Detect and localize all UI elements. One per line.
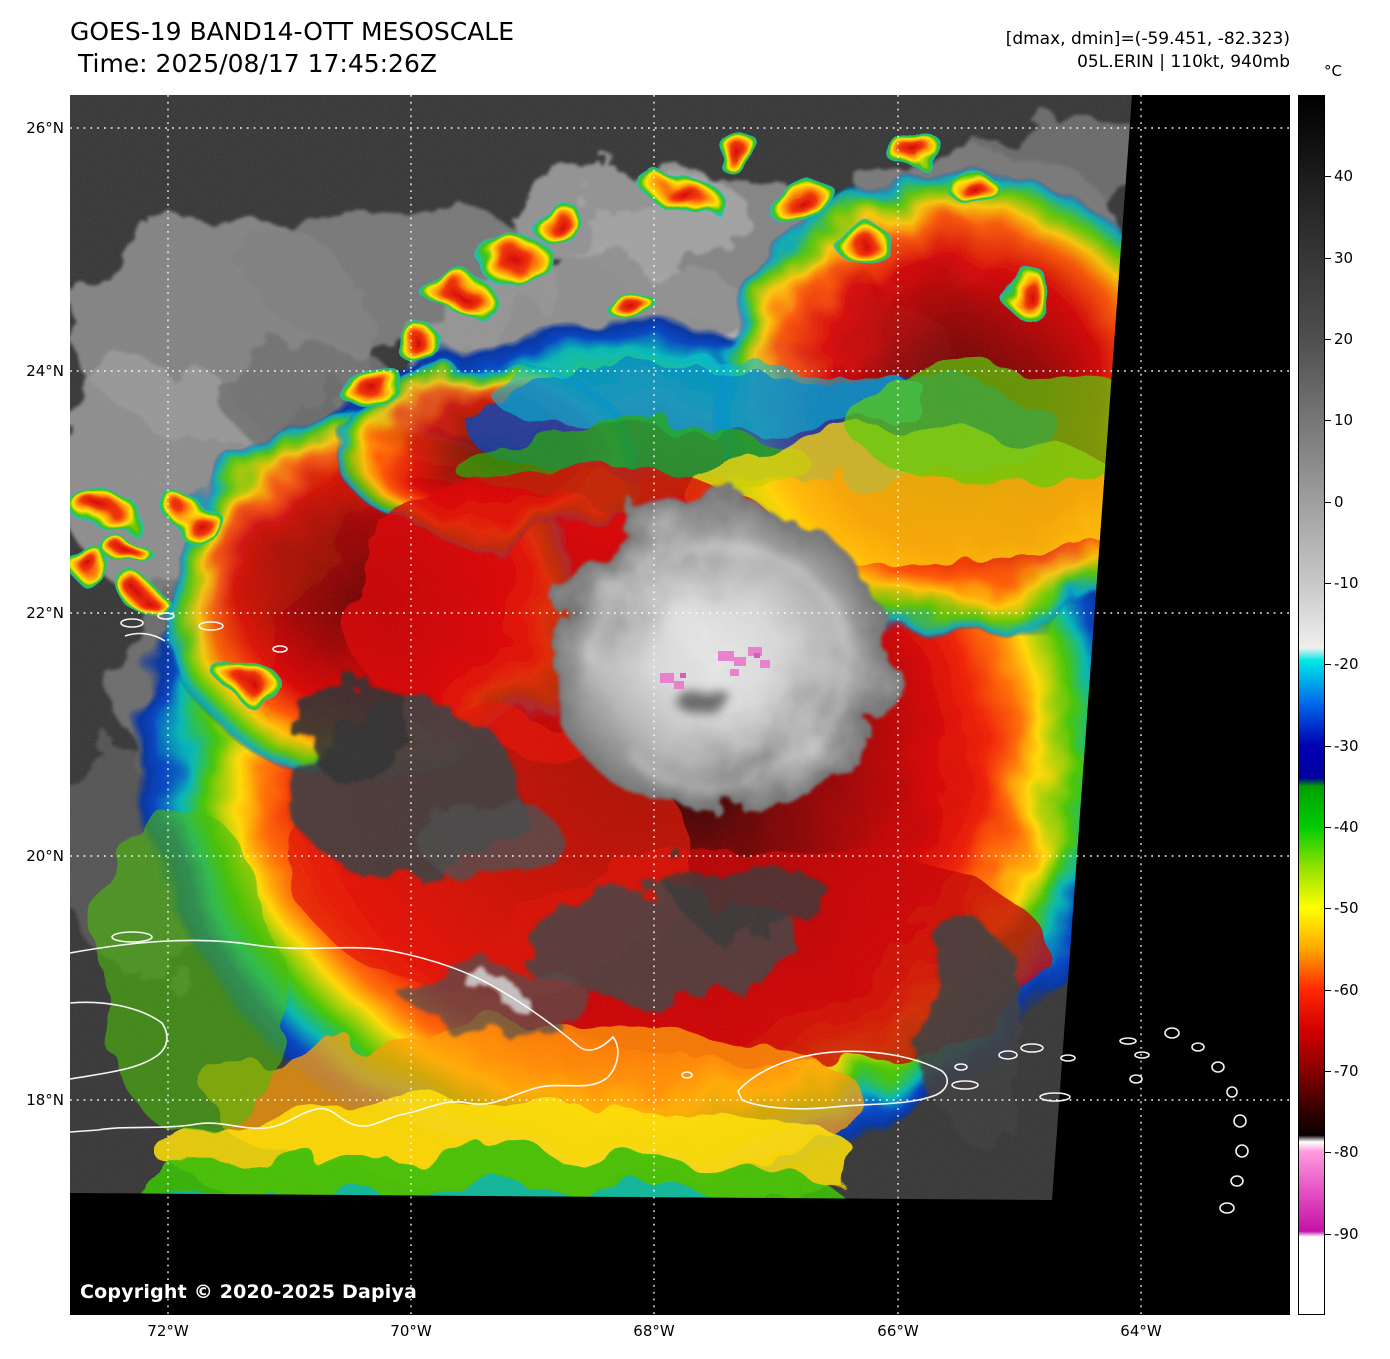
lat-label: 24°N bbox=[26, 362, 64, 380]
colorbar-tickmark bbox=[1325, 339, 1331, 340]
colorbar-tickmark bbox=[1325, 257, 1331, 259]
colorbar-tickmark bbox=[1325, 501, 1331, 503]
coastlines bbox=[70, 612, 1249, 1214]
colorbar-tick-label: 40 bbox=[1334, 167, 1354, 186]
lon-label: 68°W bbox=[633, 1322, 675, 1340]
colorbar-tickmark bbox=[1325, 1152, 1331, 1154]
lat-label: 20°N bbox=[26, 847, 64, 865]
colorbar-tick-label: -30 bbox=[1334, 736, 1359, 755]
colorbar-tickmark bbox=[1325, 176, 1331, 178]
info-block: [dmax, dmin]=(-59.451, -82.323) 05L.ERIN… bbox=[1006, 28, 1290, 74]
colorbar bbox=[1298, 95, 1325, 1315]
title-block: GOES-19 BAND14-OTT MESOSCALE Time: 2025/… bbox=[70, 16, 514, 80]
lat-label: 18°N bbox=[26, 1091, 64, 1109]
lon-label: 70°W bbox=[390, 1322, 432, 1340]
colorbar-tick-label: 30 bbox=[1334, 248, 1354, 267]
colorbar-tick-label: -60 bbox=[1334, 980, 1359, 999]
colorbar-tickmark bbox=[1325, 745, 1331, 747]
colorbar-tick-label: -90 bbox=[1334, 1224, 1359, 1243]
lon-label: 72°W bbox=[147, 1322, 189, 1340]
lon-label: 66°W bbox=[877, 1322, 919, 1340]
satellite-image bbox=[70, 95, 1290, 1315]
colorbar-tick-label: -80 bbox=[1334, 1143, 1359, 1162]
colorbar-unit-label: °C bbox=[1324, 62, 1342, 80]
colorbar-tick-label: 20 bbox=[1334, 330, 1354, 348]
colorbar-tick-label: 0 bbox=[1334, 492, 1344, 511]
satellite-map: Copyright © 2020-2025 Dapiya bbox=[70, 95, 1290, 1315]
lon-label: 64°W bbox=[1120, 1322, 1162, 1340]
lat-label: 22°N bbox=[26, 604, 64, 622]
gonave-gulf-coast bbox=[70, 1001, 168, 1080]
dmax-dmin-readout: [dmax, dmin]=(-59.451, -82.323) bbox=[1005, 29, 1290, 49]
colorbar-tickmark bbox=[1325, 420, 1331, 422]
product-title: GOES-19 BAND14-OTT MESOSCALE bbox=[70, 17, 515, 46]
colorbar-tickmark bbox=[1325, 908, 1331, 910]
hispaniola-coast bbox=[70, 939, 619, 1133]
colorbar-tick-label: -10 bbox=[1334, 574, 1359, 592]
colorbar-tick-label: -50 bbox=[1334, 899, 1359, 918]
turks-caicos bbox=[120, 618, 144, 628]
scan-area bbox=[70, 95, 1132, 1200]
colorbar-tickmark bbox=[1325, 989, 1331, 991]
lat-label: 26°N bbox=[26, 119, 64, 137]
copyright-text: Copyright © 2020-2025 Dapiya bbox=[80, 1281, 418, 1303]
colorbar-tickmark bbox=[1325, 827, 1331, 828]
puerto-rico-coast bbox=[737, 1050, 949, 1110]
colorbar-tick-label: 10 bbox=[1334, 411, 1354, 430]
colorbar-tickmark bbox=[1325, 1071, 1331, 1072]
colorbar-tick-label: -20 bbox=[1334, 655, 1359, 674]
storm-readout: 05L.ERIN | 110kt, 940mb bbox=[1077, 52, 1290, 72]
colorbar-tickmark bbox=[1325, 583, 1331, 584]
colorbar-tick-label: -40 bbox=[1334, 818, 1359, 836]
tortuga-island bbox=[111, 931, 153, 943]
colorbar-tickmark bbox=[1325, 1233, 1331, 1235]
colorbar-tick-label: -70 bbox=[1334, 1062, 1359, 1080]
scan-time: Time: 2025/08/17 17:45:26Z bbox=[78, 49, 437, 78]
colorbar-tickmark bbox=[1325, 664, 1331, 666]
